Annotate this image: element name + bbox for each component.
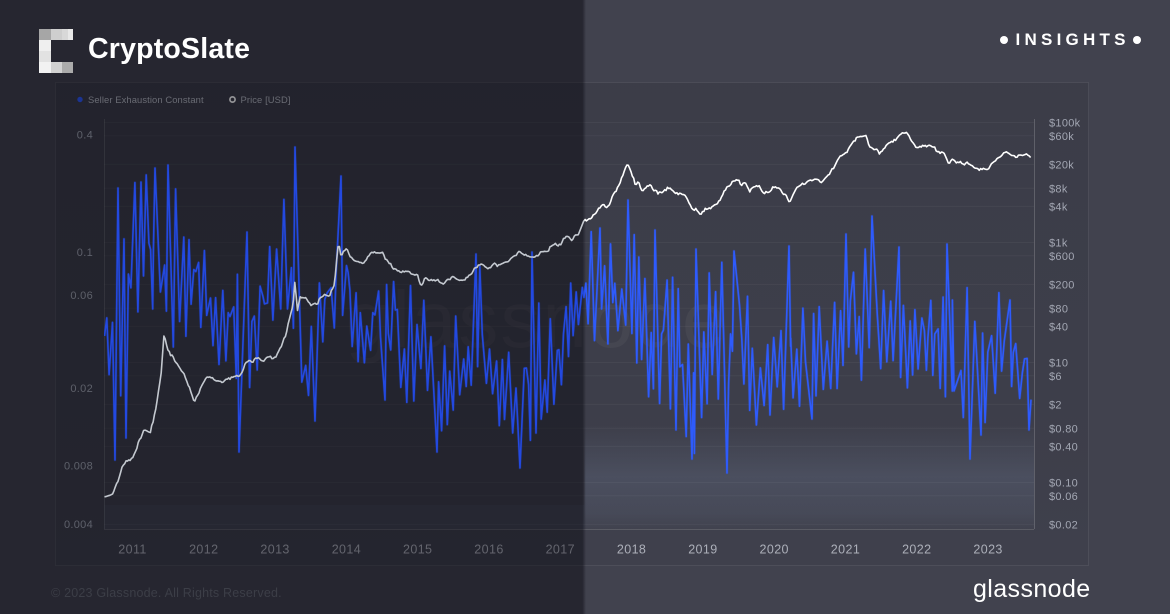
svg-text:2011: 2011 [118, 543, 146, 557]
svg-text:$0.10: $0.10 [1049, 478, 1078, 490]
svg-text:Seller Exhaustion Constant: Seller Exhaustion Constant [88, 94, 204, 105]
svg-text:2021: 2021 [831, 543, 860, 557]
svg-text:2015: 2015 [403, 543, 432, 557]
svg-text:2023: 2023 [973, 543, 1002, 557]
svg-text:$6: $6 [1049, 371, 1062, 383]
svg-text:2014: 2014 [332, 543, 361, 557]
svg-text:$20k: $20k [1049, 159, 1074, 171]
svg-text:2018: 2018 [617, 543, 646, 557]
svg-text:2013: 2013 [260, 543, 289, 557]
svg-text:$8k: $8k [1049, 183, 1068, 195]
svg-text:$40: $40 [1049, 321, 1068, 333]
svg-text:0.06: 0.06 [70, 290, 93, 302]
svg-text:2012: 2012 [189, 543, 218, 557]
svg-text:0.02: 0.02 [70, 383, 93, 395]
svg-text:$80: $80 [1049, 303, 1068, 315]
svg-text:$10: $10 [1049, 358, 1068, 370]
svg-text:$100k: $100k [1049, 118, 1081, 130]
svg-text:$0.80: $0.80 [1049, 423, 1078, 435]
svg-text:0.4: 0.4 [77, 130, 93, 142]
svg-text:0.008: 0.008 [64, 461, 93, 473]
svg-text:$0.06: $0.06 [1049, 491, 1078, 503]
svg-text:0.004: 0.004 [64, 519, 93, 531]
svg-text:0.1: 0.1 [77, 247, 93, 259]
svg-text:Price [USD]: Price [USD] [241, 94, 291, 105]
svg-text:2017: 2017 [546, 543, 575, 557]
svg-text:2020: 2020 [759, 543, 788, 557]
svg-text:$60k: $60k [1049, 131, 1074, 143]
svg-text:$2: $2 [1049, 399, 1062, 411]
svg-text:$0.02: $0.02 [1049, 519, 1078, 531]
svg-text:$200: $200 [1049, 279, 1075, 291]
svg-text:2016: 2016 [474, 543, 503, 557]
svg-text:$0.40: $0.40 [1049, 441, 1078, 453]
svg-text:2019: 2019 [688, 543, 717, 557]
svg-text:$4k: $4k [1049, 201, 1068, 213]
svg-text:2022: 2022 [902, 543, 931, 557]
svg-text:$1k: $1k [1049, 238, 1068, 250]
svg-text:$600: $600 [1049, 251, 1075, 263]
